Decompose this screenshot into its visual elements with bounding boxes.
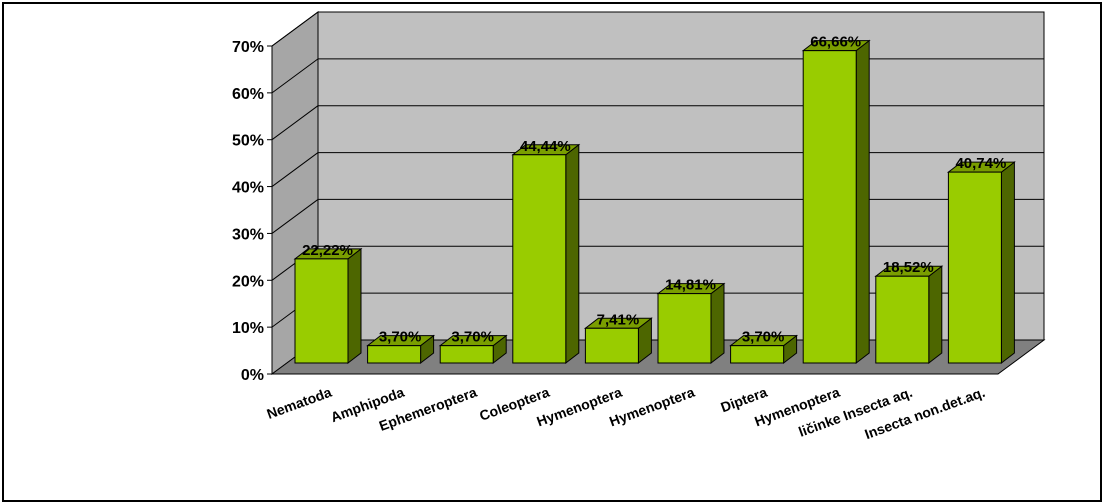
data-label: 44,44% (520, 138, 571, 155)
bar (656, 282, 726, 365)
bar-front-face (294, 258, 349, 364)
bar-front-face (512, 154, 567, 364)
y-tick-label: 10% (232, 320, 264, 337)
x-category-label: Insecta non.det.aq. (862, 384, 987, 442)
bar-front-face (947, 171, 1002, 364)
bar-front-face (730, 345, 785, 364)
data-label: 18,52% (883, 259, 934, 276)
bar (801, 39, 871, 365)
x-category-label: Nematoda (265, 384, 334, 422)
data-label: 14,81% (665, 277, 716, 294)
data-label: 3,70% (451, 329, 494, 346)
bar-front-face (367, 345, 422, 364)
bar-front-face (802, 50, 857, 364)
bar (946, 161, 1016, 365)
y-tick-label: 20% (232, 273, 264, 290)
data-label: 22,22% (302, 242, 353, 259)
y-tick-label: 0% (241, 367, 264, 384)
bar-side-face (565, 143, 580, 365)
bar-front-face (584, 327, 639, 364)
bar-side-face (347, 247, 362, 365)
gridline-side (271, 199, 319, 234)
y-tick-label: 50% (232, 133, 264, 150)
y-tick-label: 30% (232, 226, 264, 243)
data-label: 66,66% (810, 34, 861, 51)
bar-side-face (855, 39, 870, 365)
y-tick-label: 70% (232, 39, 264, 56)
gridline-side (271, 105, 319, 141)
bar (511, 143, 581, 365)
bar (874, 265, 944, 365)
bar (438, 334, 508, 365)
bar-side-face (928, 265, 943, 365)
bar-series (293, 39, 1016, 365)
data-label: 40,74% (955, 155, 1006, 172)
data-label: 3,70% (742, 329, 785, 346)
bar (583, 317, 653, 365)
y-axis-tick-labels: 0% 10% 20% 30% 40% 50% 60% 70% (232, 39, 998, 384)
bar-side-face (1000, 161, 1015, 365)
data-labels: 22,22% 3,70% 3,70% 44,44% 7,41% 14,81% 3,70% 66… (302, 34, 1006, 346)
gridline-side (271, 11, 319, 47)
y-tick-label: 40% (232, 180, 264, 197)
bar (366, 334, 436, 365)
bar (293, 247, 363, 365)
x-axis-category-labels: NematodaAmphipodaEphemeropteraColeoptera… (265, 384, 987, 442)
bar-front-face (439, 345, 494, 364)
bar-front-face (875, 275, 930, 364)
gridline-side (271, 58, 319, 94)
bar-side-face (710, 282, 725, 365)
y-tick-label: 60% (232, 86, 264, 103)
bar-front-face (657, 293, 712, 364)
data-label: 7,41% (597, 311, 640, 328)
bar (729, 334, 799, 365)
data-label: 3,70% (379, 329, 422, 346)
gridline-side (271, 152, 319, 187)
